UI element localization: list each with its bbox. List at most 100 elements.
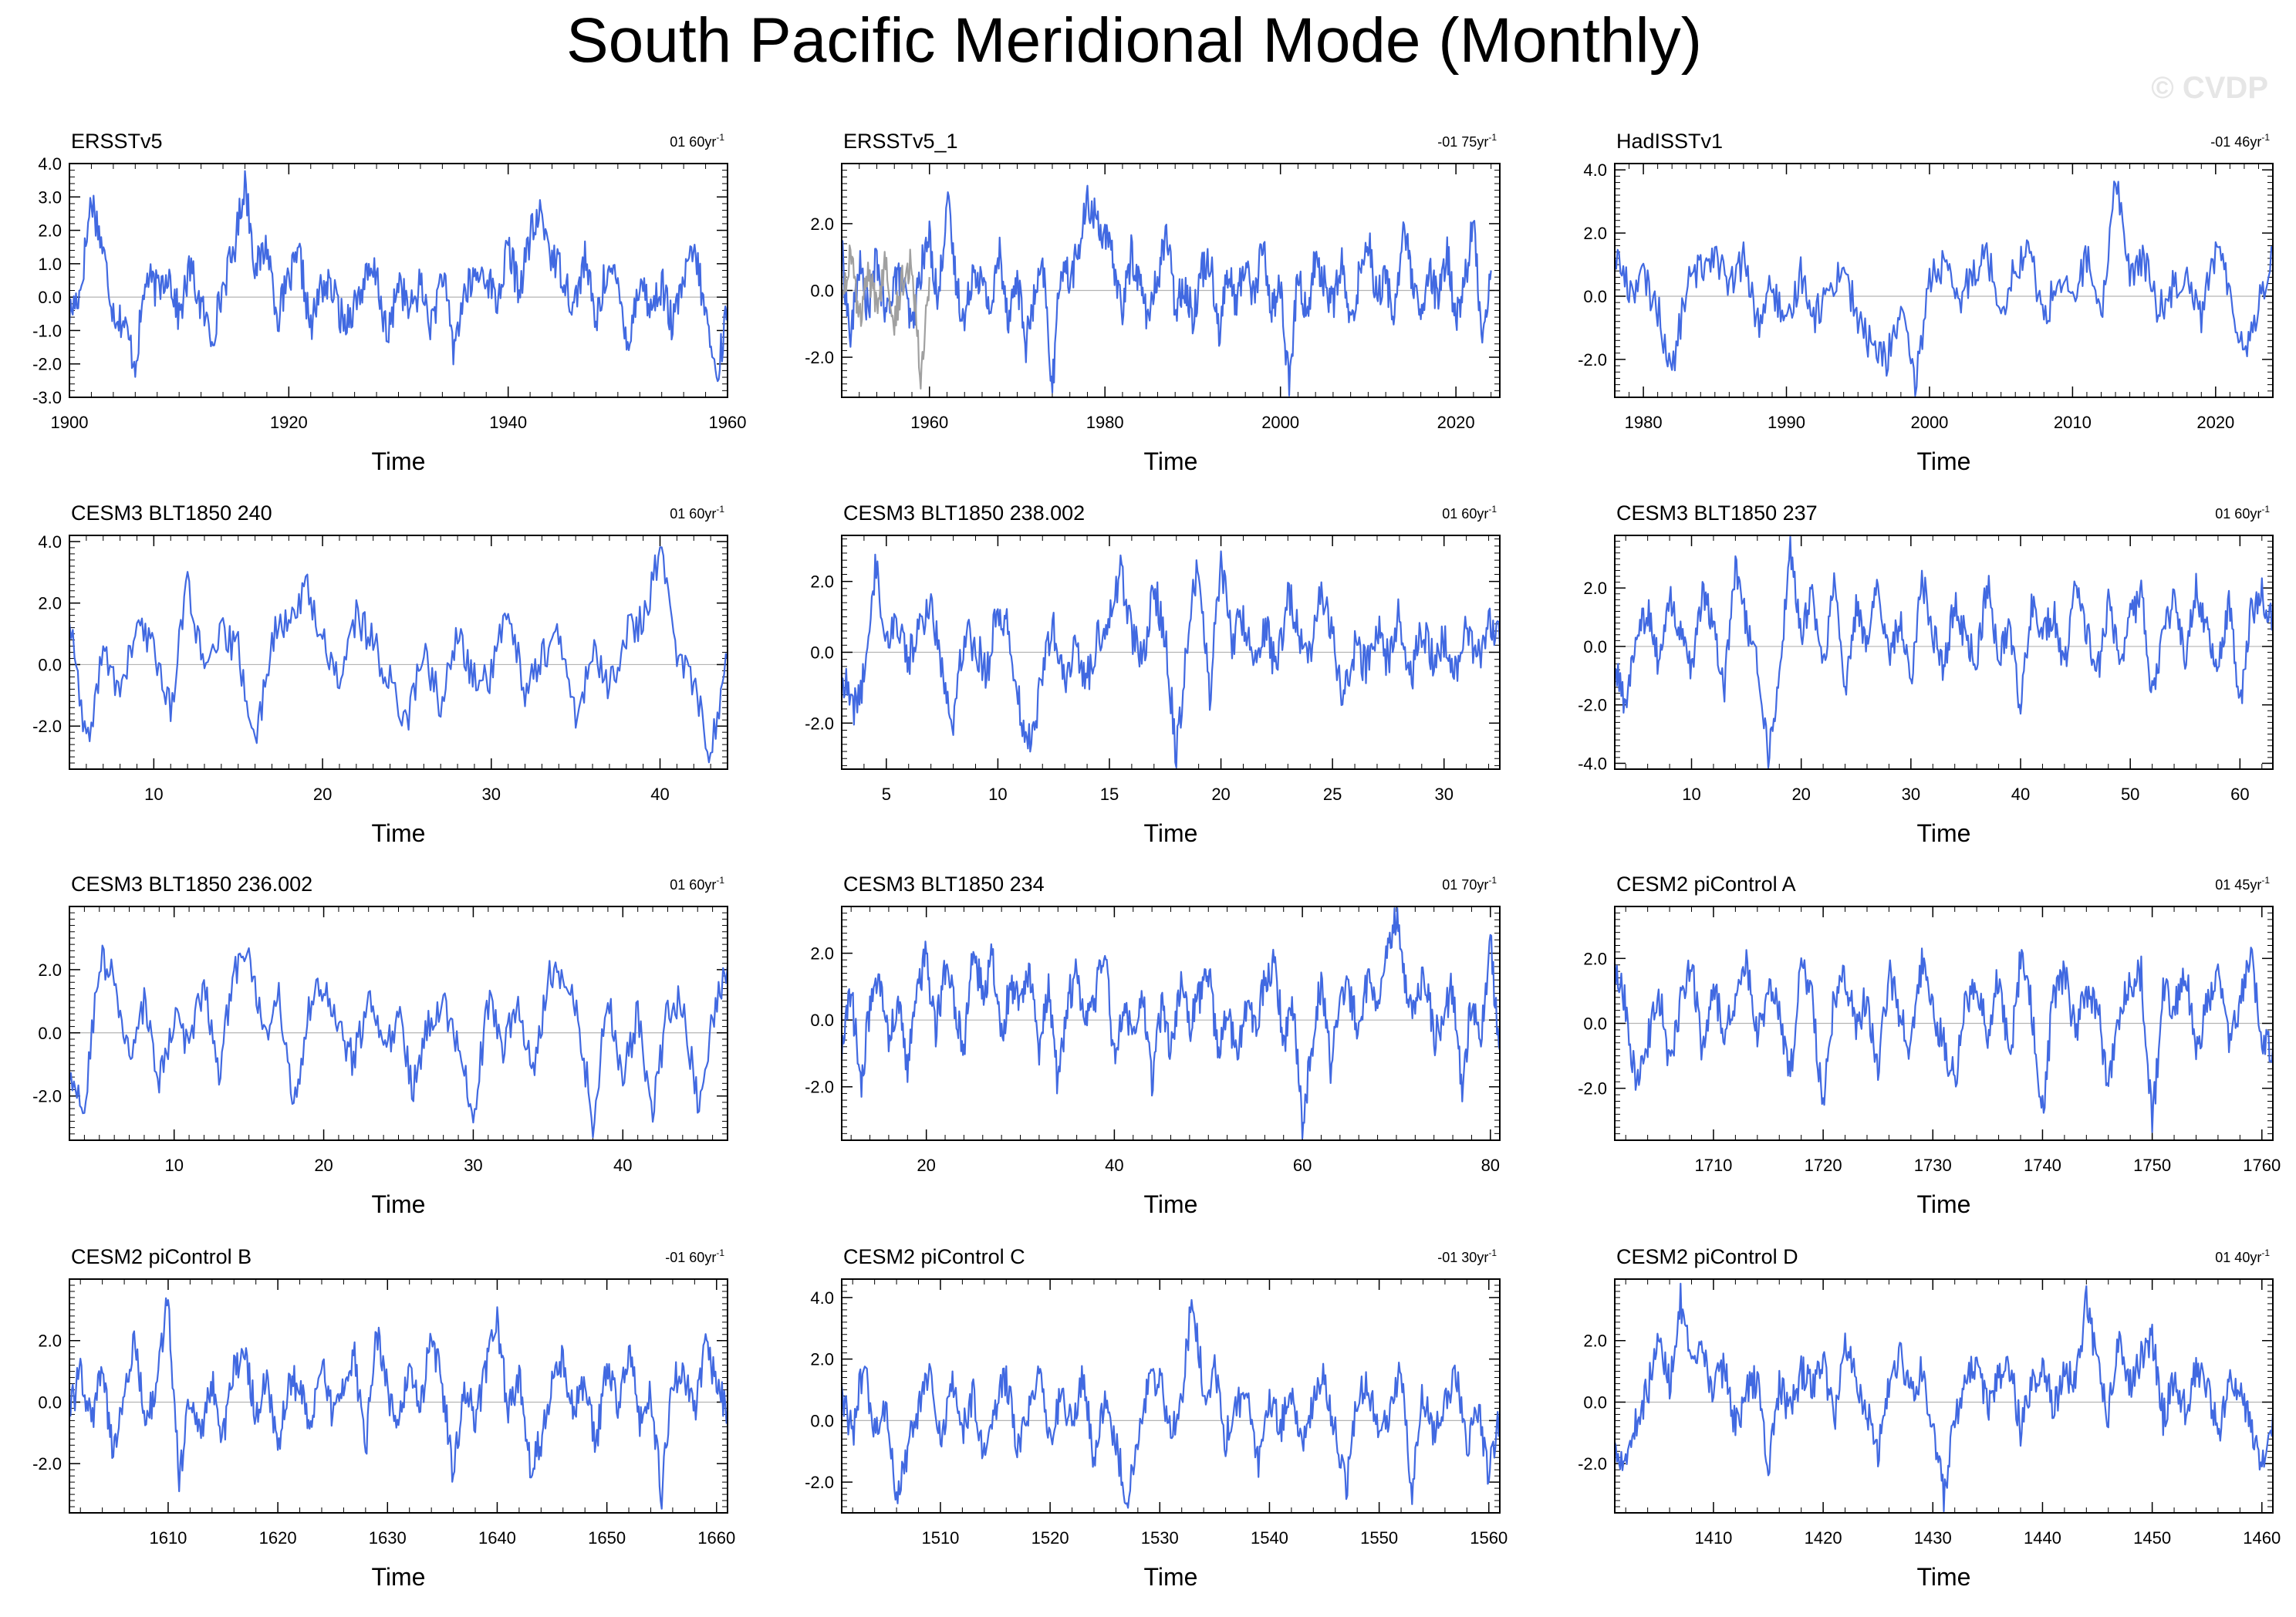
x-tick-label: 2010 xyxy=(2054,413,2092,432)
trend-label: -01 30yr-1 xyxy=(1437,1247,1497,1265)
panel-title: CESM2 piControl D xyxy=(1616,1245,1798,1268)
x-tick-label: 1900 xyxy=(51,413,89,432)
x-tick-label: 2020 xyxy=(2196,413,2234,432)
x-tick-label: 1460 xyxy=(2243,1528,2281,1548)
series-line xyxy=(1613,181,2274,397)
x-tick-label: 20 xyxy=(314,1156,333,1175)
panel-title: CESM3 BLT1850 236.002 xyxy=(71,873,312,896)
y-tick-label: 0.0 xyxy=(810,1011,834,1030)
x-tick-label: 1920 xyxy=(270,413,308,432)
x-tick-label: 1710 xyxy=(1694,1156,1732,1175)
plot-frame xyxy=(841,163,1501,398)
trend-label: 01 60yr-1 xyxy=(670,875,724,893)
x-tick-label: 1760 xyxy=(2243,1156,2281,1175)
y-tick-label: -3.0 xyxy=(32,388,62,407)
trend-superscript: -1 xyxy=(2261,1247,2270,1258)
x-tick-label: 80 xyxy=(1481,1156,1500,1175)
y-tick-label: 4.0 xyxy=(38,532,62,552)
chart-panel: HadISSTv1 -01 46yr-1 -2.0 0.0 2.0 4.0 1980 1990… xyxy=(1578,130,2274,475)
y-tick-label: 2.0 xyxy=(810,944,834,964)
x-tick-label: 1630 xyxy=(369,1528,407,1548)
y-tick-label: 4.0 xyxy=(1583,160,1607,180)
trend-label: 01 60yr-1 xyxy=(670,132,724,150)
series-line xyxy=(1613,1282,2274,1513)
chart-panel: CESM2 piControl C -01 30yr-1 -2.0 0.0 2.0 4.0… xyxy=(805,1245,1508,1591)
y-tick-label: 2.0 xyxy=(1583,579,1607,598)
x-tick-label: 10 xyxy=(144,785,163,804)
trend-label: 01 70yr-1 xyxy=(1442,875,1497,893)
x-axis-title: Time xyxy=(1917,447,1971,475)
y-tick-label: 0.0 xyxy=(1583,637,1607,657)
x-tick-label: 15 xyxy=(1100,785,1119,804)
y-tick-label: 0.0 xyxy=(38,655,62,674)
x-tick-label: 40 xyxy=(1105,1156,1123,1175)
panel-title: CESM3 BLT1850 238.002 xyxy=(843,501,1085,525)
panel-title: CESM3 BLT1850 237 xyxy=(1616,501,1818,525)
series-line xyxy=(68,170,729,383)
panel-title: ERSSTv5_1 xyxy=(843,130,958,153)
x-tick-label: 1960 xyxy=(910,413,948,432)
chart-panel: CESM2 piControl B -01 60yr-1 -2.0 0.0 2.0 161… xyxy=(32,1245,735,1591)
panel-title: HadISSTv1 xyxy=(1616,130,1723,153)
x-tick-label: 1980 xyxy=(1086,413,1124,432)
y-tick-label: -2.0 xyxy=(1578,1079,1607,1099)
x-tick-label: 50 xyxy=(2121,785,2139,804)
chart-panel: CESM3 BLT1850 240 01 60yr-1 -2.0 0.0 2.0 4.0 1… xyxy=(32,501,729,847)
series-line xyxy=(68,546,729,764)
x-tick-label: 1440 xyxy=(2024,1528,2061,1548)
x-tick-label: 1730 xyxy=(1914,1156,1952,1175)
panel-title: CESM2 piControl A xyxy=(1616,873,1796,896)
plot-frame xyxy=(69,1278,728,1514)
x-tick-label: 2020 xyxy=(1437,413,1475,432)
chart-panel: CESM2 piControl D 01 40yr-1 -2.0 0.0 2.0 1410… xyxy=(1578,1245,2281,1591)
x-tick-label: 10 xyxy=(164,1156,183,1175)
y-tick-label: 2.0 xyxy=(1583,949,1607,968)
watermark: © CVDP xyxy=(2151,71,2268,105)
trend-label: 01 60yr-1 xyxy=(670,504,724,522)
x-tick-label: 30 xyxy=(482,785,501,804)
trend-superscript: -1 xyxy=(716,875,724,886)
x-tick-label: 1640 xyxy=(478,1528,516,1548)
x-tick-label: 20 xyxy=(313,785,332,804)
x-axis-title: Time xyxy=(372,447,426,475)
x-tick-label: 10 xyxy=(988,785,1007,804)
trend-superscript: -1 xyxy=(1488,132,1497,143)
panel-title: ERSSTv5 xyxy=(71,130,163,153)
x-tick-label: 1960 xyxy=(709,413,747,432)
x-tick-label: 1610 xyxy=(149,1528,187,1548)
trend-superscript: -1 xyxy=(2261,132,2270,143)
plot-frame xyxy=(1614,535,2274,770)
trend-label: -01 60yr-1 xyxy=(665,1247,724,1265)
x-tick-label: 1510 xyxy=(921,1528,959,1548)
x-axis-title: Time xyxy=(372,1563,426,1591)
plot-frame xyxy=(1614,906,2274,1141)
chart-panel: CESM3 BLT1850 236.002 01 60yr-1 -2.0 0.0 2.0… xyxy=(32,873,729,1218)
y-tick-label: 4.0 xyxy=(810,1288,834,1308)
y-tick-label: 0.0 xyxy=(1583,287,1607,306)
y-tick-label: 0.0 xyxy=(1583,1014,1607,1034)
x-tick-label: 5 xyxy=(882,785,891,804)
x-tick-label: 40 xyxy=(650,785,669,804)
trend-label: -01 75yr-1 xyxy=(1437,132,1497,150)
trend-superscript: -1 xyxy=(1488,1247,1497,1258)
trend-superscript: -1 xyxy=(1488,504,1497,515)
x-tick-label: 1520 xyxy=(1032,1528,1069,1548)
chart-panel: CESM3 BLT1850 238.002 01 60yr-1 -2.0 0.0 2.0… xyxy=(805,501,1501,847)
y-tick-label: 0.0 xyxy=(38,288,62,307)
series-line xyxy=(1613,947,2274,1133)
x-axis-title: Time xyxy=(1144,447,1198,475)
y-tick-label: 2.0 xyxy=(810,1350,834,1369)
plot-frame xyxy=(69,906,728,1141)
chart-panel: ERSSTv5 01 60yr-1 -3.0 -2.0 -1.0 0.0 1.0 2.0 3.0… xyxy=(32,130,746,475)
series-line xyxy=(68,1297,729,1510)
series-line xyxy=(68,944,729,1139)
y-tick-label: 2.0 xyxy=(38,1332,62,1351)
plot-frame xyxy=(1614,1278,2274,1514)
y-tick-label: -2.0 xyxy=(1578,350,1607,370)
y-tick-label: 2.0 xyxy=(38,594,62,613)
y-tick-label: -2.0 xyxy=(805,348,834,367)
plot-frame xyxy=(1614,163,2274,398)
y-tick-label: 4.0 xyxy=(38,154,62,174)
x-tick-label: 1750 xyxy=(2133,1156,2171,1175)
x-tick-label: 60 xyxy=(1293,1156,1312,1175)
